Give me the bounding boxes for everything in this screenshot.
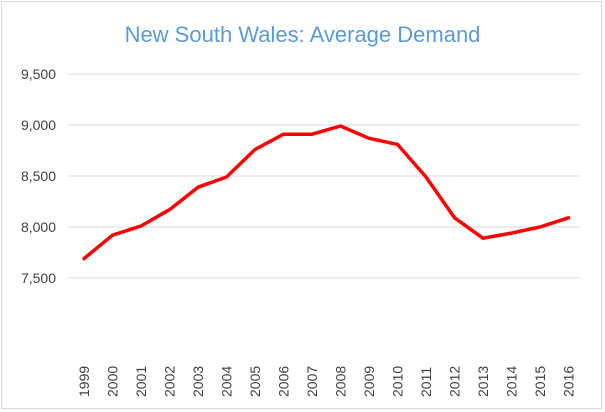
x-tick-label: 2008 (333, 366, 349, 397)
x-tick-label: 1999 (76, 366, 92, 397)
x-tick-label: 2004 (219, 366, 235, 397)
chart-title: New South Wales: Average Demand (124, 22, 481, 47)
x-tick-label: 2015 (532, 366, 548, 397)
x-tick-label: 2011 (418, 367, 434, 397)
x-tick-label: 2007 (304, 366, 320, 397)
x-tick-label: 2010 (390, 366, 406, 397)
x-tick-label: 2013 (475, 366, 491, 397)
y-tick-label: 7,500 (21, 270, 56, 286)
x-tick-label: 2003 (190, 366, 206, 397)
y-tick-label: 9,500 (21, 66, 56, 82)
x-tick-label: 2005 (247, 366, 263, 397)
x-tick-label: 2014 (504, 366, 520, 397)
x-tick-label: 2000 (105, 366, 121, 397)
series-line (82, 124, 571, 261)
x-tick-label: 2009 (361, 366, 377, 397)
x-tick-label: 2016 (561, 366, 577, 397)
y-tick-label: 9,000 (21, 117, 56, 133)
x-tick-label: 2012 (447, 366, 463, 397)
x-tick-label: 2002 (162, 366, 178, 397)
x-tick-label: 2006 (276, 366, 292, 397)
x-tick-label: 2001 (133, 366, 149, 397)
y-tick-label: 8,500 (21, 168, 56, 184)
y-tick-label: 8,000 (21, 219, 56, 235)
